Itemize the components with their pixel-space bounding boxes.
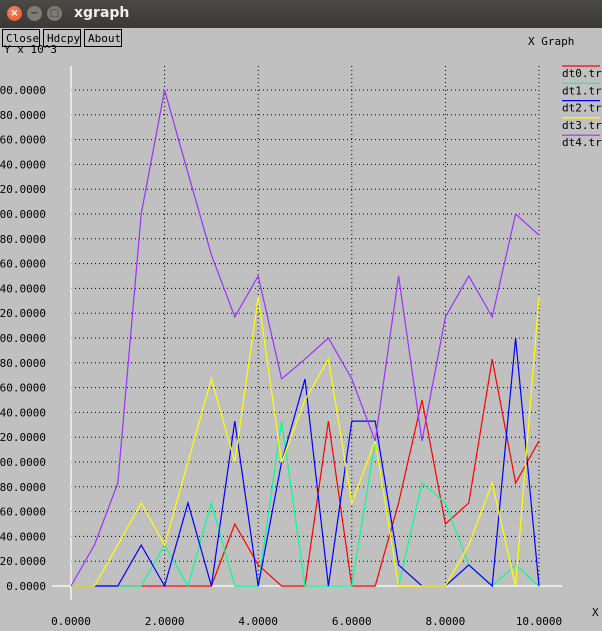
y-tick-label: 240.0000 — [0, 282, 46, 295]
y-tick-labels: 0.0000 20.0000 40.0000 60.0000 80.0000 100.00… — [0, 84, 46, 593]
legend-label: dt4.tr — [562, 136, 602, 149]
x-tick-labels: 0.0000 2.0000 4.0000 6.0000 8.0000 10.0000 — [51, 615, 562, 628]
y-tick-label: 180.0000 — [0, 357, 46, 370]
x-tick-label: 4.0000 — [238, 615, 278, 628]
legend-label: dt3.tr — [562, 119, 602, 132]
y-tick-label: 160.0000 — [0, 382, 46, 395]
x-unit-label: X — [592, 606, 599, 619]
grid-lines — [71, 66, 539, 586]
y-tick-label: 20.0000 — [0, 555, 46, 568]
y-tick-label: 220.0000 — [0, 307, 46, 320]
legend-label: dt2.tr — [562, 102, 602, 115]
y-tick-label: 200.0000 — [0, 332, 46, 345]
y-tick-label: 100.0000 — [0, 456, 46, 469]
series-line-dt4-tr — [71, 90, 539, 586]
y-tick-label: 320.0000 — [0, 183, 46, 196]
legend: dt0.tr dt1.tr dt2.tr dt3.tr dt4.tr — [562, 66, 602, 149]
y-tick-label: 400.0000 — [0, 84, 46, 97]
y-tick-label: 340.0000 — [0, 158, 46, 171]
y-tick-label: 380.0000 — [0, 109, 46, 122]
x-tick-label: 0.0000 — [51, 615, 91, 628]
y-tick-label: 280.0000 — [0, 233, 46, 246]
y-tick-label: 300.0000 — [0, 208, 46, 221]
y-tick-label: 0.0000 — [6, 580, 46, 593]
legend-label: dt0.tr — [562, 67, 602, 80]
y-tick-label: 360.0000 — [0, 134, 46, 147]
y-tick-label: 140.0000 — [0, 406, 46, 419]
series-line-dt0-tr — [71, 359, 539, 586]
y-tick-label: 80.0000 — [0, 481, 46, 494]
series-line-dt2-tr — [71, 338, 539, 586]
y-tick-label: 60.0000 — [0, 506, 46, 519]
x-tick-label: 6.0000 — [332, 615, 372, 628]
y-tick-label: 120.0000 — [0, 431, 46, 444]
series-line-dt3-tr — [71, 297, 539, 586]
x-tick-label: 8.0000 — [426, 615, 466, 628]
x-tick-label: 10.0000 — [516, 615, 562, 628]
axes — [52, 66, 562, 600]
legend-label: dt1.tr — [562, 84, 602, 97]
series-lines — [71, 90, 539, 586]
y-tick-label: 260.0000 — [0, 258, 46, 271]
y-tick-label: 40.0000 — [0, 530, 46, 543]
x-tick-label: 2.0000 — [145, 615, 185, 628]
